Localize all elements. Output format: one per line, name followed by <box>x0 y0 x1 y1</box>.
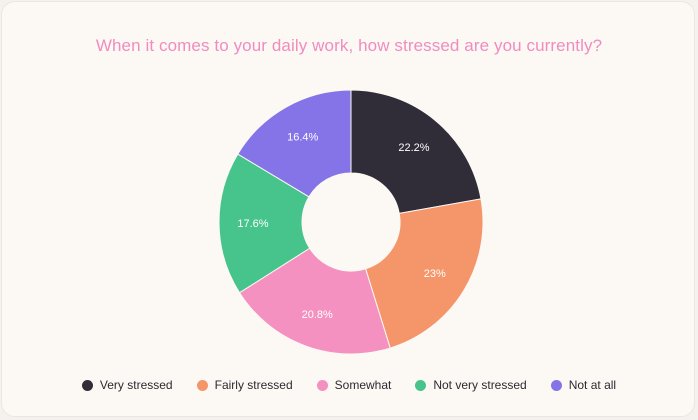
legend-swatch <box>550 379 562 391</box>
slice-label: 22.2% <box>398 142 429 154</box>
chart-title: When it comes to your daily work, how st… <box>95 36 603 55</box>
slice-not-at-all <box>237 89 352 198</box>
legend-item: Not at all <box>550 378 617 392</box>
slice-somewhat <box>238 247 391 355</box>
slice-not-very-stressed <box>218 153 311 294</box>
legend-swatch <box>415 379 427 391</box>
legend-label: Somewhat <box>334 378 392 392</box>
legend-swatch <box>196 379 208 391</box>
donut-chart: 22.2% 23% 20.8% 17.6% 16.4% <box>218 89 484 355</box>
slice-label: 23% <box>424 268 446 280</box>
legend-item: Somewhat <box>316 378 392 392</box>
legend-label: Not very stressed <box>433 378 527 392</box>
slice-label: 17.6% <box>237 218 268 230</box>
legend-label: Fairly stressed <box>214 378 293 392</box>
chart-legend: Very stressed Fairly stressed Somewhat Not … <box>2 378 696 392</box>
legend-item: Fairly stressed <box>196 378 293 392</box>
slice-label: 20.8% <box>302 309 333 321</box>
slice-label: 16.4% <box>287 132 318 144</box>
legend-swatch <box>81 379 93 391</box>
slice-very-stressed <box>350 89 482 215</box>
legend-label: Not at all <box>568 378 617 392</box>
slice-fairly-stressed <box>364 198 484 349</box>
legend-item: Not very stressed <box>415 378 527 392</box>
legend-label: Very stressed <box>99 378 173 392</box>
legend-swatch <box>316 379 328 391</box>
legend-item: Very stressed <box>81 378 173 392</box>
